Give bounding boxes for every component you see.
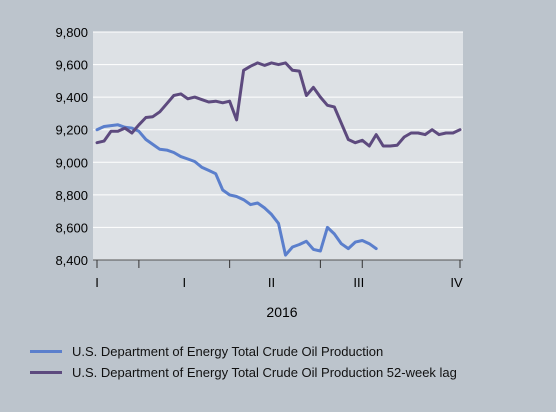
legend: U.S. Department of Energy Total Crude Oi… xyxy=(30,341,457,383)
y-tick-label: 9,200 xyxy=(55,123,88,138)
x-tick-label: II xyxy=(268,275,275,290)
y-tick-label: 8,800 xyxy=(55,188,88,203)
legend-label: U.S. Department of Energy Total Crude Oi… xyxy=(72,344,384,359)
legend-item: U.S. Department of Energy Total Crude Oi… xyxy=(30,341,457,362)
y-tick-label: 9,000 xyxy=(55,155,88,170)
y-tick-label: 8,400 xyxy=(55,253,88,268)
line-chart: 9,800 9,600 9,400 9,200 9,000 8,800 8,600 8,400… xyxy=(55,25,463,320)
x-tick-label: IV xyxy=(450,275,463,290)
series-lines xyxy=(95,61,462,257)
y-tick-label: 9,400 xyxy=(55,90,88,105)
x-tick-label: I xyxy=(182,275,186,290)
legend-label: U.S. Department of Energy Total Crude Oi… xyxy=(72,365,457,380)
y-axis-tick-labels: 9,800 9,600 9,400 9,200 9,000 8,800 8,600 8,400 xyxy=(55,25,88,268)
x-axis-label: 2016 xyxy=(266,304,297,320)
series-line xyxy=(95,61,462,148)
y-tick-label: 8,600 xyxy=(55,220,88,235)
x-axis: I I II III IV xyxy=(93,259,463,290)
series-line xyxy=(95,123,378,257)
legend-swatch xyxy=(30,350,62,353)
legend-swatch xyxy=(30,371,62,374)
y-tick-label: 9,600 xyxy=(55,58,88,73)
legend-item: U.S. Department of Energy Total Crude Oi… xyxy=(30,362,457,383)
x-tick-label: I xyxy=(95,275,99,290)
y-tick-label: 9,800 xyxy=(55,25,88,40)
x-tick-label: III xyxy=(353,275,364,290)
